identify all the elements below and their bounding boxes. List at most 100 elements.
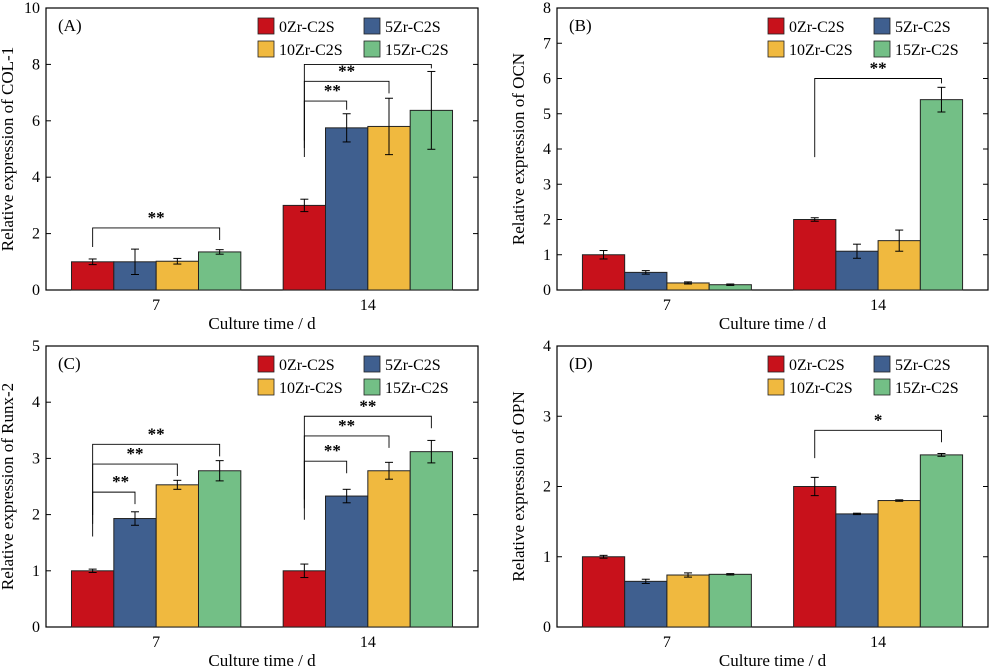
legend-label: 5Zr-C2S [895,357,951,374]
y-tick-label: 3 [543,176,551,193]
legend-item-0zr-c2s: 0Zr-C2S [257,355,335,374]
legend-label: 10Zr-C2S [279,42,343,59]
x-axis-label: Culture time / d [719,314,827,333]
bracket-line [814,429,942,459]
bar-15zr-c2s-14 [919,454,964,628]
y-tick-label: 8 [32,56,40,73]
panel-c: 0 1 2 3 4 5 7 14 Culture time / d Relative expres… [0,338,479,667]
panel-a: 0 2 4 6 8 10 7 14 Culture time / d Relative expre… [0,0,479,333]
error-bar [684,281,693,285]
legend-label: 15Zr-C2S [385,380,449,397]
error-bar [300,563,309,579]
legend-swatch [257,355,275,373]
legend-item-0zr-c2s: 0Zr-C2S [257,17,335,36]
bracket-line [814,78,942,158]
significance-label: ** [148,424,165,443]
y-axis-label: Relative expression of Runx-2 [0,383,17,590]
bar-15zr-c2s-14 [919,99,964,291]
y-tick-label: 0 [32,282,40,299]
x-axis-label: Culture time / d [208,314,316,333]
panel-label: (B) [569,16,592,35]
legend-label: 5Zr-C2S [385,357,441,374]
legend-swatch [873,17,891,35]
significance-label: ** [870,59,887,78]
legend-item-0zr-c2s: 0Zr-C2S [767,17,845,36]
error-bar [342,488,351,504]
legend-label: 15Zr-C2S [895,42,959,59]
x-tick-label: 14 [360,634,376,651]
legend-swatch [767,17,785,35]
x-tick-label: 14 [870,297,886,314]
error-bar [599,554,608,559]
y-tick-label: 0 [543,619,551,636]
bar-5zr-c2s-7 [624,580,668,628]
bar-5zr-c2s-7 [113,518,157,628]
significance-label: ** [324,81,341,100]
significance-bracket: ** [303,396,432,500]
legend-label: 15Zr-C2S [895,380,959,397]
legend-swatch [767,378,785,396]
x-axis-label: Culture time / d [719,651,827,667]
bar-10zr-c2s-14 [367,470,411,628]
error-bar [385,461,394,480]
y-tick-label: 4 [32,169,40,186]
significance-bracket: ** [814,59,942,158]
y-tick-label: 5 [32,338,40,355]
bar-10zr-c2s-7 [666,574,710,628]
legend-label: 10Zr-C2S [789,380,853,397]
bar-0zr-c2s-14 [282,570,327,628]
error-bar [641,578,650,584]
bar-5zr-c2s-14 [325,495,369,628]
legend: 0Zr-C2S 5Zr-C2S 10Zr-C2S 15Zr-C2S [257,17,449,59]
bar-10zr-c2s-7 [155,260,199,291]
legend-item-10zr-c2s: 10Zr-C2S [767,40,853,59]
bar-15zr-c2s-7 [708,573,752,628]
bar-0zr-c2s-14 [793,219,837,291]
legend-label: 0Zr-C2S [789,357,845,374]
bar-0zr-c2s-14 [793,486,837,628]
legend-swatch [257,378,275,396]
legend-swatch [363,17,381,35]
y-tick-label: 2 [543,479,551,496]
legend-swatch [363,40,381,58]
legend-label: 10Zr-C2S [789,42,853,59]
plot-frame [45,7,479,291]
significance-label: ** [338,416,355,435]
y-tick-label: 4 [543,338,551,355]
legend-item-5zr-c2s: 5Zr-C2S [363,17,441,36]
legend: 0Zr-C2S 5Zr-C2S 10Zr-C2S 15Zr-C2S [767,355,959,397]
legend: 0Zr-C2S 5Zr-C2S 10Zr-C2S 15Zr-C2S [257,355,449,397]
bracket-line [92,227,221,248]
legend-item-5zr-c2s: 5Zr-C2S [873,17,951,36]
significance-label: ** [324,441,341,460]
legend-swatch [363,355,381,373]
y-tick-label: 1 [32,563,40,580]
y-tick-label: 7 [543,35,551,52]
error-bar [88,568,97,573]
error-bar [342,113,351,143]
error-bar [130,248,139,275]
panel-label: (D) [569,354,593,373]
legend-label: 10Zr-C2S [279,380,343,397]
legend-item-15zr-c2s: 15Zr-C2S [873,378,959,397]
significance-label: ** [112,472,129,491]
x-tick-label: 14 [360,297,376,314]
y-tick-label: 3 [543,408,551,425]
x-tick-label: 14 [870,634,886,651]
error-bar [726,283,735,286]
bar-15zr-c2s-7 [197,470,242,628]
significance-bracket: ** [92,208,221,248]
legend-label: 0Zr-C2S [279,19,335,36]
error-bar [937,86,946,113]
legend-label: 15Zr-C2S [385,42,449,59]
error-bar [427,70,436,150]
y-tick-label: 0 [32,619,40,636]
legend-item-10zr-c2s: 10Zr-C2S [257,378,343,397]
error-bar [427,439,436,464]
y-tick-label: 4 [32,394,40,411]
error-bar [300,198,309,213]
bar-10zr-c2s-14 [877,500,921,628]
bar-15zr-c2s-14 [409,451,454,628]
legend-swatch [873,40,891,58]
